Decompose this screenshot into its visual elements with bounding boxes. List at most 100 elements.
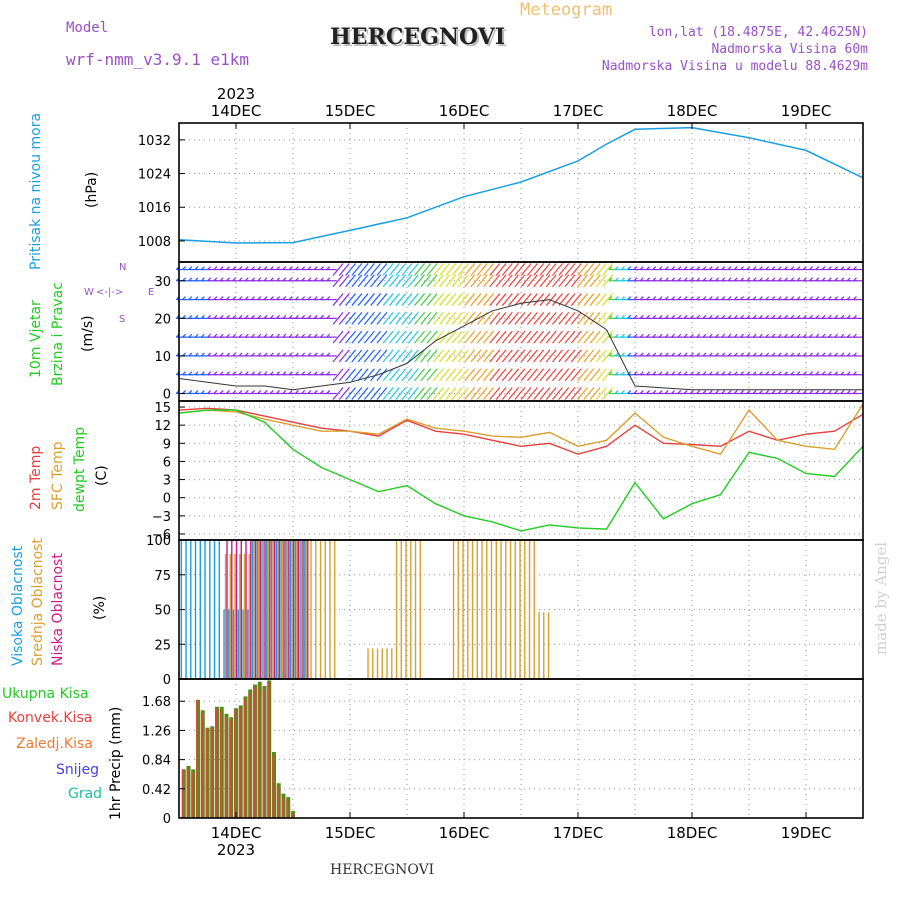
wind-barb [263, 352, 268, 357]
wind-barb [508, 311, 520, 325]
precip-convective-bar [243, 699, 246, 818]
y-tick-label: 1016 [138, 201, 171, 216]
wind-barb [357, 293, 369, 306]
wind-barb [269, 352, 274, 357]
wind-barb [802, 314, 807, 319]
wind-barb [533, 274, 545, 288]
wind-barb [652, 296, 657, 300]
wind-barb [439, 330, 451, 344]
wind-barb [457, 330, 469, 344]
wind-barb [382, 349, 394, 363]
wind-barb [821, 266, 826, 270]
wind-barb [646, 314, 650, 319]
wind-barb [652, 352, 657, 357]
y-tick-label: −3 [152, 510, 171, 525]
wind-barb [219, 371, 224, 376]
wind-barb [658, 371, 663, 376]
wind-barb [338, 293, 350, 306]
wind-barb [727, 333, 732, 338]
wind-barb [508, 263, 520, 276]
wind-barb [608, 277, 613, 282]
wind-barb [633, 333, 638, 338]
date-label-bottom: 14DEC [211, 824, 262, 842]
wind-barb [689, 314, 694, 319]
wind-barb [326, 333, 331, 338]
wind-barb [652, 277, 657, 282]
wind-barb [432, 311, 444, 325]
meteogram-label: Meteogram [520, 0, 613, 20]
wind-barb [696, 371, 701, 376]
wind-barb [564, 293, 576, 306]
wind-barb [407, 263, 419, 276]
wind-barb [445, 349, 457, 363]
wind-barb [621, 371, 625, 376]
wind-barb [351, 330, 363, 344]
wind-barb [382, 330, 394, 344]
wind-barb [388, 274, 400, 288]
wind-barb [288, 352, 293, 357]
wind-barb [313, 371, 318, 376]
wind-barb [407, 330, 419, 344]
wind-barb [834, 333, 839, 338]
wind-barb [301, 333, 306, 338]
wind-barb [401, 263, 413, 276]
wind-barb [545, 293, 557, 306]
wind-barb [689, 266, 694, 270]
wind-barb [401, 330, 413, 344]
wind-barb [345, 293, 357, 306]
wind-barb [432, 387, 444, 400]
wind-barb [815, 352, 820, 357]
wind-barb [251, 390, 255, 394]
wind-barb [577, 349, 589, 363]
wind-barb [639, 314, 644, 319]
wind-barb [840, 296, 845, 300]
wind-barb [809, 333, 813, 338]
wind-barb [708, 266, 713, 270]
wind-barb [508, 368, 520, 382]
wind-barb [470, 349, 482, 363]
wind-barb [526, 330, 538, 344]
wind-barb [188, 333, 193, 338]
wind-barb [827, 277, 832, 282]
wind-barb [633, 277, 638, 282]
wind-barb [602, 387, 614, 400]
wind-barb [539, 330, 551, 344]
wind-barb [758, 352, 763, 357]
wind-barb [445, 293, 457, 306]
wind-barb [765, 371, 770, 376]
wind-barb [200, 371, 205, 376]
wind-barb [351, 293, 363, 306]
wind-barb [288, 314, 293, 319]
wind-barb [765, 333, 770, 338]
wind-barb [244, 333, 249, 338]
wind-barb [545, 330, 557, 344]
wind-barb [777, 352, 782, 357]
y-tick-label: 50 [154, 604, 171, 619]
wind-barb [276, 277, 281, 282]
wind-barb [288, 390, 293, 394]
wind-barb [727, 277, 732, 282]
wind-barb [664, 296, 669, 300]
precip-convective-bar [276, 786, 279, 818]
wind-barb [445, 330, 457, 344]
wind-barb [802, 266, 807, 270]
wind-barb [577, 263, 589, 276]
wind-barb [815, 266, 820, 270]
wind-barb [777, 390, 782, 394]
wind-barb [451, 311, 463, 325]
wind-barb [853, 277, 857, 282]
wind-barb [683, 266, 688, 270]
wind-barb [345, 311, 357, 325]
wind-barb [432, 274, 444, 288]
wind-barb [846, 352, 851, 357]
compass-e: E [148, 287, 155, 298]
wind-barb [282, 314, 287, 319]
wind-barb [508, 293, 520, 306]
wind-barb [194, 314, 199, 319]
wind-barb [821, 277, 826, 282]
wind-barb [376, 274, 388, 288]
wind-barb [765, 277, 770, 282]
wind-barb [483, 330, 494, 344]
wind-barb [414, 387, 426, 400]
wind-barb [200, 266, 205, 270]
